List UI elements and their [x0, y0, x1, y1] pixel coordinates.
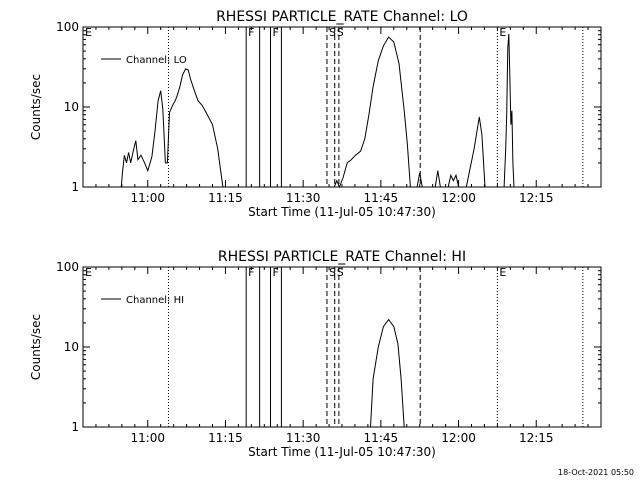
- x-tick-label: 11:15: [208, 191, 243, 205]
- event-marker-label: E: [85, 266, 92, 279]
- x-tick-label: 11:00: [130, 191, 165, 205]
- y-tick-label: 10: [64, 340, 79, 354]
- y-tick-label: 100: [56, 260, 79, 274]
- x-tick-label: 12:15: [519, 191, 554, 205]
- chart-title: RHESSI PARTICLE_RATE Channel: HI: [218, 249, 466, 265]
- event-marker-label: E: [499, 266, 506, 279]
- event-marker-label: F: [273, 266, 279, 279]
- series-line: [370, 318, 405, 428]
- series-line: [465, 116, 486, 188]
- series-line: [333, 36, 411, 189]
- y-tick-label: 1: [71, 420, 79, 434]
- series-line: [503, 33, 515, 188]
- event-marker-label: S: [337, 266, 344, 279]
- event-marker-label: E: [85, 26, 92, 39]
- chart-panel-1: RHESSI PARTICLE_RATE Channel: LO 1 10 100 11…: [29, 9, 602, 219]
- series-line: [447, 173, 460, 188]
- x-axis-label: Start Time (11-Jul-05 10:47:30): [248, 445, 436, 459]
- legend-label: Channel: HI: [126, 295, 184, 306]
- event-marker-label: F: [248, 26, 254, 39]
- event-marker-label: F: [248, 266, 254, 279]
- chart-title: RHESSI PARTICLE_RATE Channel: LO: [216, 9, 468, 25]
- series-line: [120, 68, 224, 188]
- chart-panel-2: RHESSI PARTICLE_RATE Channel: HI 1 10 100 11…: [29, 249, 602, 459]
- x-tick-label: 11:45: [364, 431, 399, 445]
- x-tick-label: 12:00: [441, 191, 476, 205]
- footer-timestamp: 18-Oct-2021 05:50: [558, 468, 634, 477]
- event-marker-label: E: [499, 26, 506, 39]
- y-tick-label: 100: [56, 20, 79, 34]
- plot-frame: [82, 26, 602, 188]
- y-tick-label: 1: [71, 180, 79, 194]
- y-axis-label: Counts/sec: [29, 74, 43, 140]
- event-marker-label: F: [273, 26, 279, 39]
- legend-label: Channel: LO: [126, 55, 187, 66]
- event-marker-label: S: [329, 266, 336, 279]
- x-tick-label: 11:00: [130, 431, 165, 445]
- x-tick-label: 11:30: [286, 431, 321, 445]
- event-marker-label: S: [337, 26, 344, 39]
- series-line: [434, 170, 441, 188]
- x-tick-label: 11:45: [364, 191, 399, 205]
- y-tick-label: 10: [64, 100, 79, 114]
- x-tick-label: 12:00: [441, 431, 476, 445]
- event-marker-label: S: [329, 26, 336, 39]
- y-axis-label: Counts/sec: [29, 314, 43, 380]
- x-axis-label: Start Time (11-Jul-05 10:47:30): [248, 205, 436, 219]
- x-tick-label: 11:30: [286, 191, 321, 205]
- x-tick-label: 11:15: [208, 431, 243, 445]
- series-line: [416, 172, 423, 188]
- x-tick-label: 12:15: [519, 431, 554, 445]
- plot-frame: [82, 266, 602, 428]
